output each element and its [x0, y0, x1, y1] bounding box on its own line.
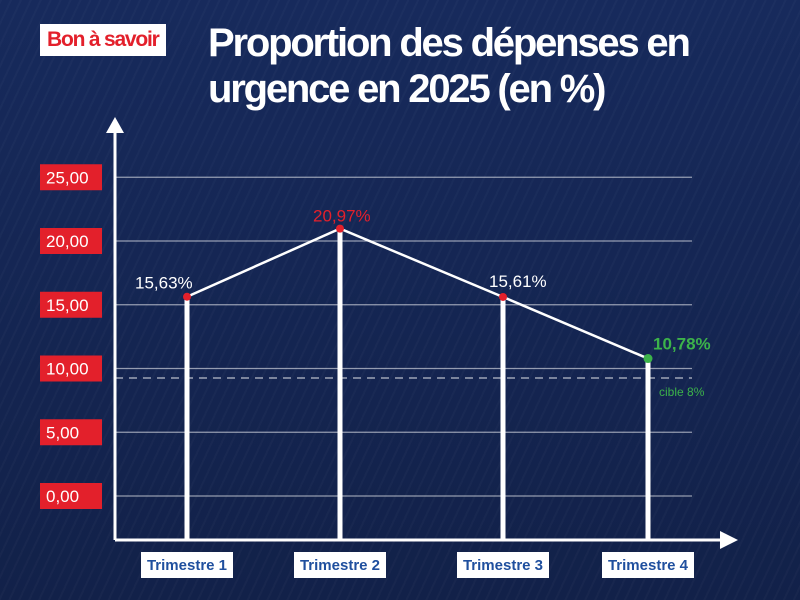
- y-tick-label-box: [40, 291, 102, 318]
- data-label: 10,78%: [653, 335, 711, 354]
- data-points: [183, 224, 653, 364]
- x-axis-labels: Trimestre 1 Trimestre 2 Trimestre 3 Trimest…: [141, 552, 694, 578]
- x-tick-label-box: [602, 552, 694, 578]
- chart-title: Proportion des dépenses en urgence en 20…: [208, 20, 788, 112]
- x-tick-label: Trimestre 2: [300, 557, 380, 574]
- x-tick-label: Trimestre 1: [147, 557, 227, 574]
- y-tick-label-box: [40, 164, 102, 191]
- title-line-2: urgence en 2025 (en %): [208, 67, 606, 111]
- title-line-1: Proportion des dépenses en: [208, 21, 691, 65]
- y-tick-label: 25,00: [46, 168, 89, 187]
- value-stems: [184, 228, 651, 540]
- x-tick-label-box: [141, 552, 233, 578]
- data-label: 15,61%: [489, 272, 547, 291]
- data-label: 15,63%: [135, 274, 193, 293]
- y-tick-label: 15,00: [46, 296, 89, 315]
- y-tick-label: 0,00: [46, 487, 79, 506]
- grid-lines: [115, 176, 692, 497]
- data-point: [183, 292, 191, 301]
- y-axis-labels: 0,00 5,00 10,00 15,00 20,00 25,00: [40, 164, 102, 509]
- y-tick-label-box: [40, 419, 102, 446]
- x-axis-arrow: [720, 531, 738, 549]
- y-tick-label-box: [40, 483, 102, 509]
- x-tick-label: Trimestre 4: [608, 557, 689, 574]
- x-tick-label: Trimestre 3: [463, 557, 543, 574]
- series-line: [186, 227, 649, 360]
- data-point: [499, 292, 507, 301]
- series-line-group: [186, 227, 649, 360]
- target-label: cible 8%: [659, 385, 705, 399]
- data-labels: 15,63% 20,97% 15,61% 10,78%: [135, 207, 711, 354]
- y-tick-label-box: [40, 355, 102, 382]
- y-tick-label: 10,00: [46, 360, 89, 379]
- y-axis-arrow: [106, 117, 124, 133]
- data-point: [643, 354, 653, 364]
- x-tick-label-box: [294, 552, 386, 578]
- target-line-group: cible 8%: [115, 377, 705, 399]
- data-label: 20,97%: [313, 207, 371, 226]
- y-tick-label-box: [40, 228, 102, 254]
- x-tick-label-box: [457, 552, 549, 578]
- info-badge: Bon à savoir: [40, 24, 166, 56]
- y-tick-label: 20,00: [46, 232, 89, 251]
- y-tick-label: 5,00: [46, 423, 79, 442]
- data-point: [336, 224, 344, 233]
